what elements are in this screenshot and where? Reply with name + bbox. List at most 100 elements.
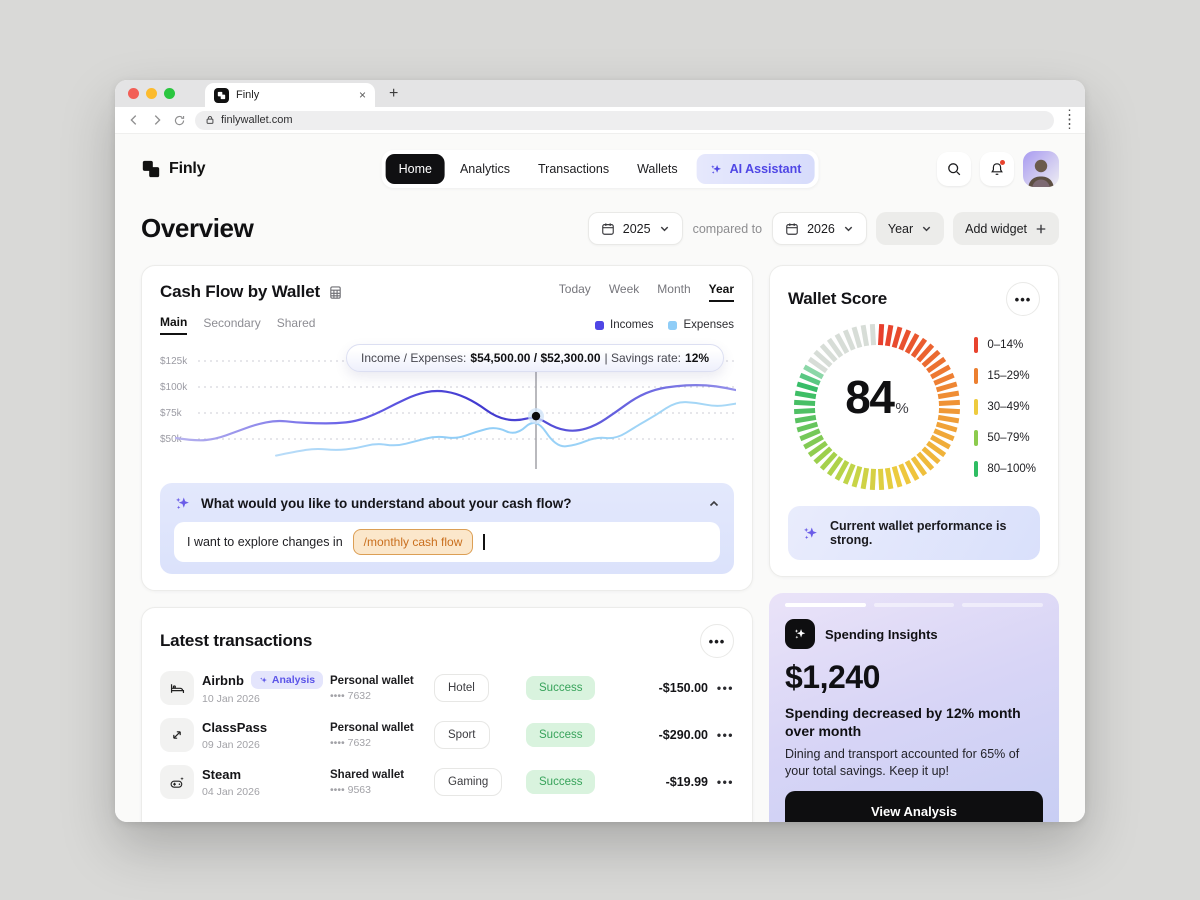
- row-more-icon[interactable]: •••: [716, 728, 734, 742]
- wallet-mask: •••• 7632: [330, 736, 371, 749]
- wallet-score-value: 84: [845, 371, 895, 423]
- range-select[interactable]: Year: [875, 212, 945, 245]
- legend-range-label: 30–49%: [987, 401, 1030, 413]
- app-content: Finly Home Analytics Transactions Wallet…: [115, 134, 1085, 822]
- cashflow-chart[interactable]: $125k $100k $75k $50k: [160, 343, 736, 471]
- avatar-image: [1028, 159, 1054, 187]
- range-today[interactable]: Today: [558, 282, 591, 296]
- time-range-switcher: Today Week Month Year: [559, 282, 734, 302]
- chart-tooltip: Income / Expenses: $54,500.00 / $52,300.…: [346, 344, 725, 372]
- transaction-row[interactable]: Steam 04 Jan 2026 Shared wallet •••• 956…: [160, 765, 734, 799]
- wallet-name: Personal wallet: [330, 721, 414, 734]
- status-badge: Success: [526, 723, 596, 747]
- calendar-icon: [601, 222, 615, 236]
- brand-name: Finly: [169, 160, 206, 177]
- ai-assistant-button[interactable]: AI Assistant: [696, 154, 815, 184]
- tab-secondary[interactable]: Secondary: [203, 316, 261, 330]
- expand-arrows-icon: [160, 718, 194, 752]
- transaction-row[interactable]: ClassPass 09 Jan 2026 Personal wallet ••…: [160, 718, 734, 752]
- range-year[interactable]: Year: [708, 282, 734, 302]
- row-more-icon[interactable]: •••: [716, 681, 734, 695]
- ai-prompt-question: What would you like to understand about …: [201, 496, 572, 511]
- search-icon: [948, 163, 961, 176]
- progress-segment[interactable]: [785, 603, 866, 607]
- chevron-up-icon[interactable]: [708, 498, 720, 510]
- expenses-series-line: [275, 401, 736, 457]
- year-from-value: 2025: [622, 221, 651, 236]
- progress-segment[interactable]: [962, 603, 1044, 607]
- y-tick-50k: $50k: [160, 434, 183, 445]
- transaction-date: 04 Jan 2026: [202, 785, 260, 798]
- tab-main[interactable]: Main: [160, 315, 188, 335]
- year-to-select[interactable]: 2026: [772, 212, 867, 245]
- browser-window: Finly × + finlywallet.com ⋮ ⋮ ⋮ Finly: [115, 80, 1085, 822]
- browser-tab[interactable]: Finly ×: [205, 83, 375, 107]
- year-from-select[interactable]: 2025: [587, 212, 683, 245]
- wallet-score-more-button[interactable]: •••: [1006, 282, 1040, 316]
- legend-range-label: 50–79%: [987, 432, 1030, 444]
- app-header: Finly Home Analytics Transactions Wallet…: [141, 146, 1059, 192]
- wallet-name: Shared wallet: [330, 768, 405, 781]
- ai-prompt-panel: What would you like to understand about …: [160, 483, 734, 574]
- row-more-icon[interactable]: •••: [716, 775, 734, 789]
- notifications-button[interactable]: [980, 152, 1014, 186]
- table-icon[interactable]: [328, 285, 343, 300]
- tab-shared[interactable]: Shared: [276, 316, 316, 330]
- year-to-value: 2026: [807, 221, 835, 236]
- tooltip-rate: 12%: [685, 351, 710, 365]
- transactions-more-button[interactable]: •••: [700, 624, 734, 658]
- minimize-window-button[interactable]: [146, 87, 157, 99]
- browser-menu-icon[interactable]: ⋮ ⋮ ⋮: [1063, 107, 1076, 132]
- legend-swatch: [974, 461, 979, 477]
- progress-segment[interactable]: [873, 603, 955, 607]
- nav-item-transactions[interactable]: Transactions: [537, 162, 610, 176]
- nav-item-analytics[interactable]: Analytics: [459, 162, 510, 176]
- bed-icon: [160, 671, 194, 705]
- ai-prompt-input[interactable]: I want to explore changes in /monthly ca…: [174, 522, 720, 562]
- sparkle-icon: [259, 676, 267, 683]
- legend-swatch: [974, 337, 979, 353]
- address-bar[interactable]: finlywallet.com: [195, 110, 1054, 130]
- category-pill[interactable]: Gaming: [434, 768, 503, 796]
- merchant-name: Airbnb: [202, 672, 244, 688]
- analysis-badge-label: Analysis: [271, 674, 316, 686]
- maximize-window-button[interactable]: [164, 87, 175, 99]
- close-window-button[interactable]: [128, 87, 139, 99]
- lock-icon: [205, 115, 215, 125]
- insights-headline: Spending decreased by 12% month over mon…: [785, 705, 1021, 740]
- tab-close-icon[interactable]: ×: [358, 88, 366, 102]
- incomes-swatch: [595, 320, 605, 330]
- ai-input-token[interactable]: /monthly cash flow: [352, 529, 474, 555]
- status-badge: Success: [526, 676, 596, 700]
- cashflow-title-row: Cash Flow by Wallet: [160, 282, 343, 302]
- transaction-row[interactable]: Airbnb Analysis 10 Jan 2026 Personal wal…: [160, 671, 734, 705]
- reload-icon[interactable]: [173, 114, 186, 127]
- wallet-performance-note: Current wallet performance is strong.: [788, 506, 1040, 560]
- view-analysis-button[interactable]: View Analysis: [785, 791, 1043, 822]
- nav-item-wallets[interactable]: Wallets: [637, 162, 678, 176]
- range-month[interactable]: Month: [657, 282, 691, 296]
- brand[interactable]: Finly: [141, 159, 206, 179]
- search-button[interactable]: [937, 152, 971, 186]
- category-pill[interactable]: Hotel: [434, 674, 489, 702]
- new-tab-icon[interactable]: +: [389, 85, 399, 102]
- transactions-card: Latest transactions ••• Airbnb Analysis …: [141, 607, 753, 822]
- analysis-badge[interactable]: Analysis: [250, 671, 324, 689]
- ai-input-text: I want to explore changes in: [187, 535, 343, 549]
- sparkle-icon: [174, 495, 191, 512]
- transaction-amount: -$290.00: [658, 728, 708, 742]
- ai-assistant-label: AI Assistant: [729, 162, 802, 176]
- add-widget-button[interactable]: Add widget: [953, 212, 1059, 245]
- avatar[interactable]: [1023, 151, 1059, 187]
- range-week[interactable]: Week: [608, 282, 640, 296]
- back-icon[interactable]: [127, 113, 141, 127]
- legend-incomes-label: Incomes: [610, 319, 654, 331]
- nav-item-home[interactable]: Home: [385, 154, 445, 184]
- legend-range-label: 15–29%: [987, 370, 1030, 382]
- y-tick-125k: $125k: [160, 356, 188, 367]
- forward-icon[interactable]: [150, 113, 164, 127]
- cashflow-card: Cash Flow by Wallet Today Week Month Yea…: [141, 265, 753, 591]
- category-pill[interactable]: Sport: [434, 721, 490, 749]
- wallet-score-card: Wallet Score ••• 84 %: [769, 265, 1059, 577]
